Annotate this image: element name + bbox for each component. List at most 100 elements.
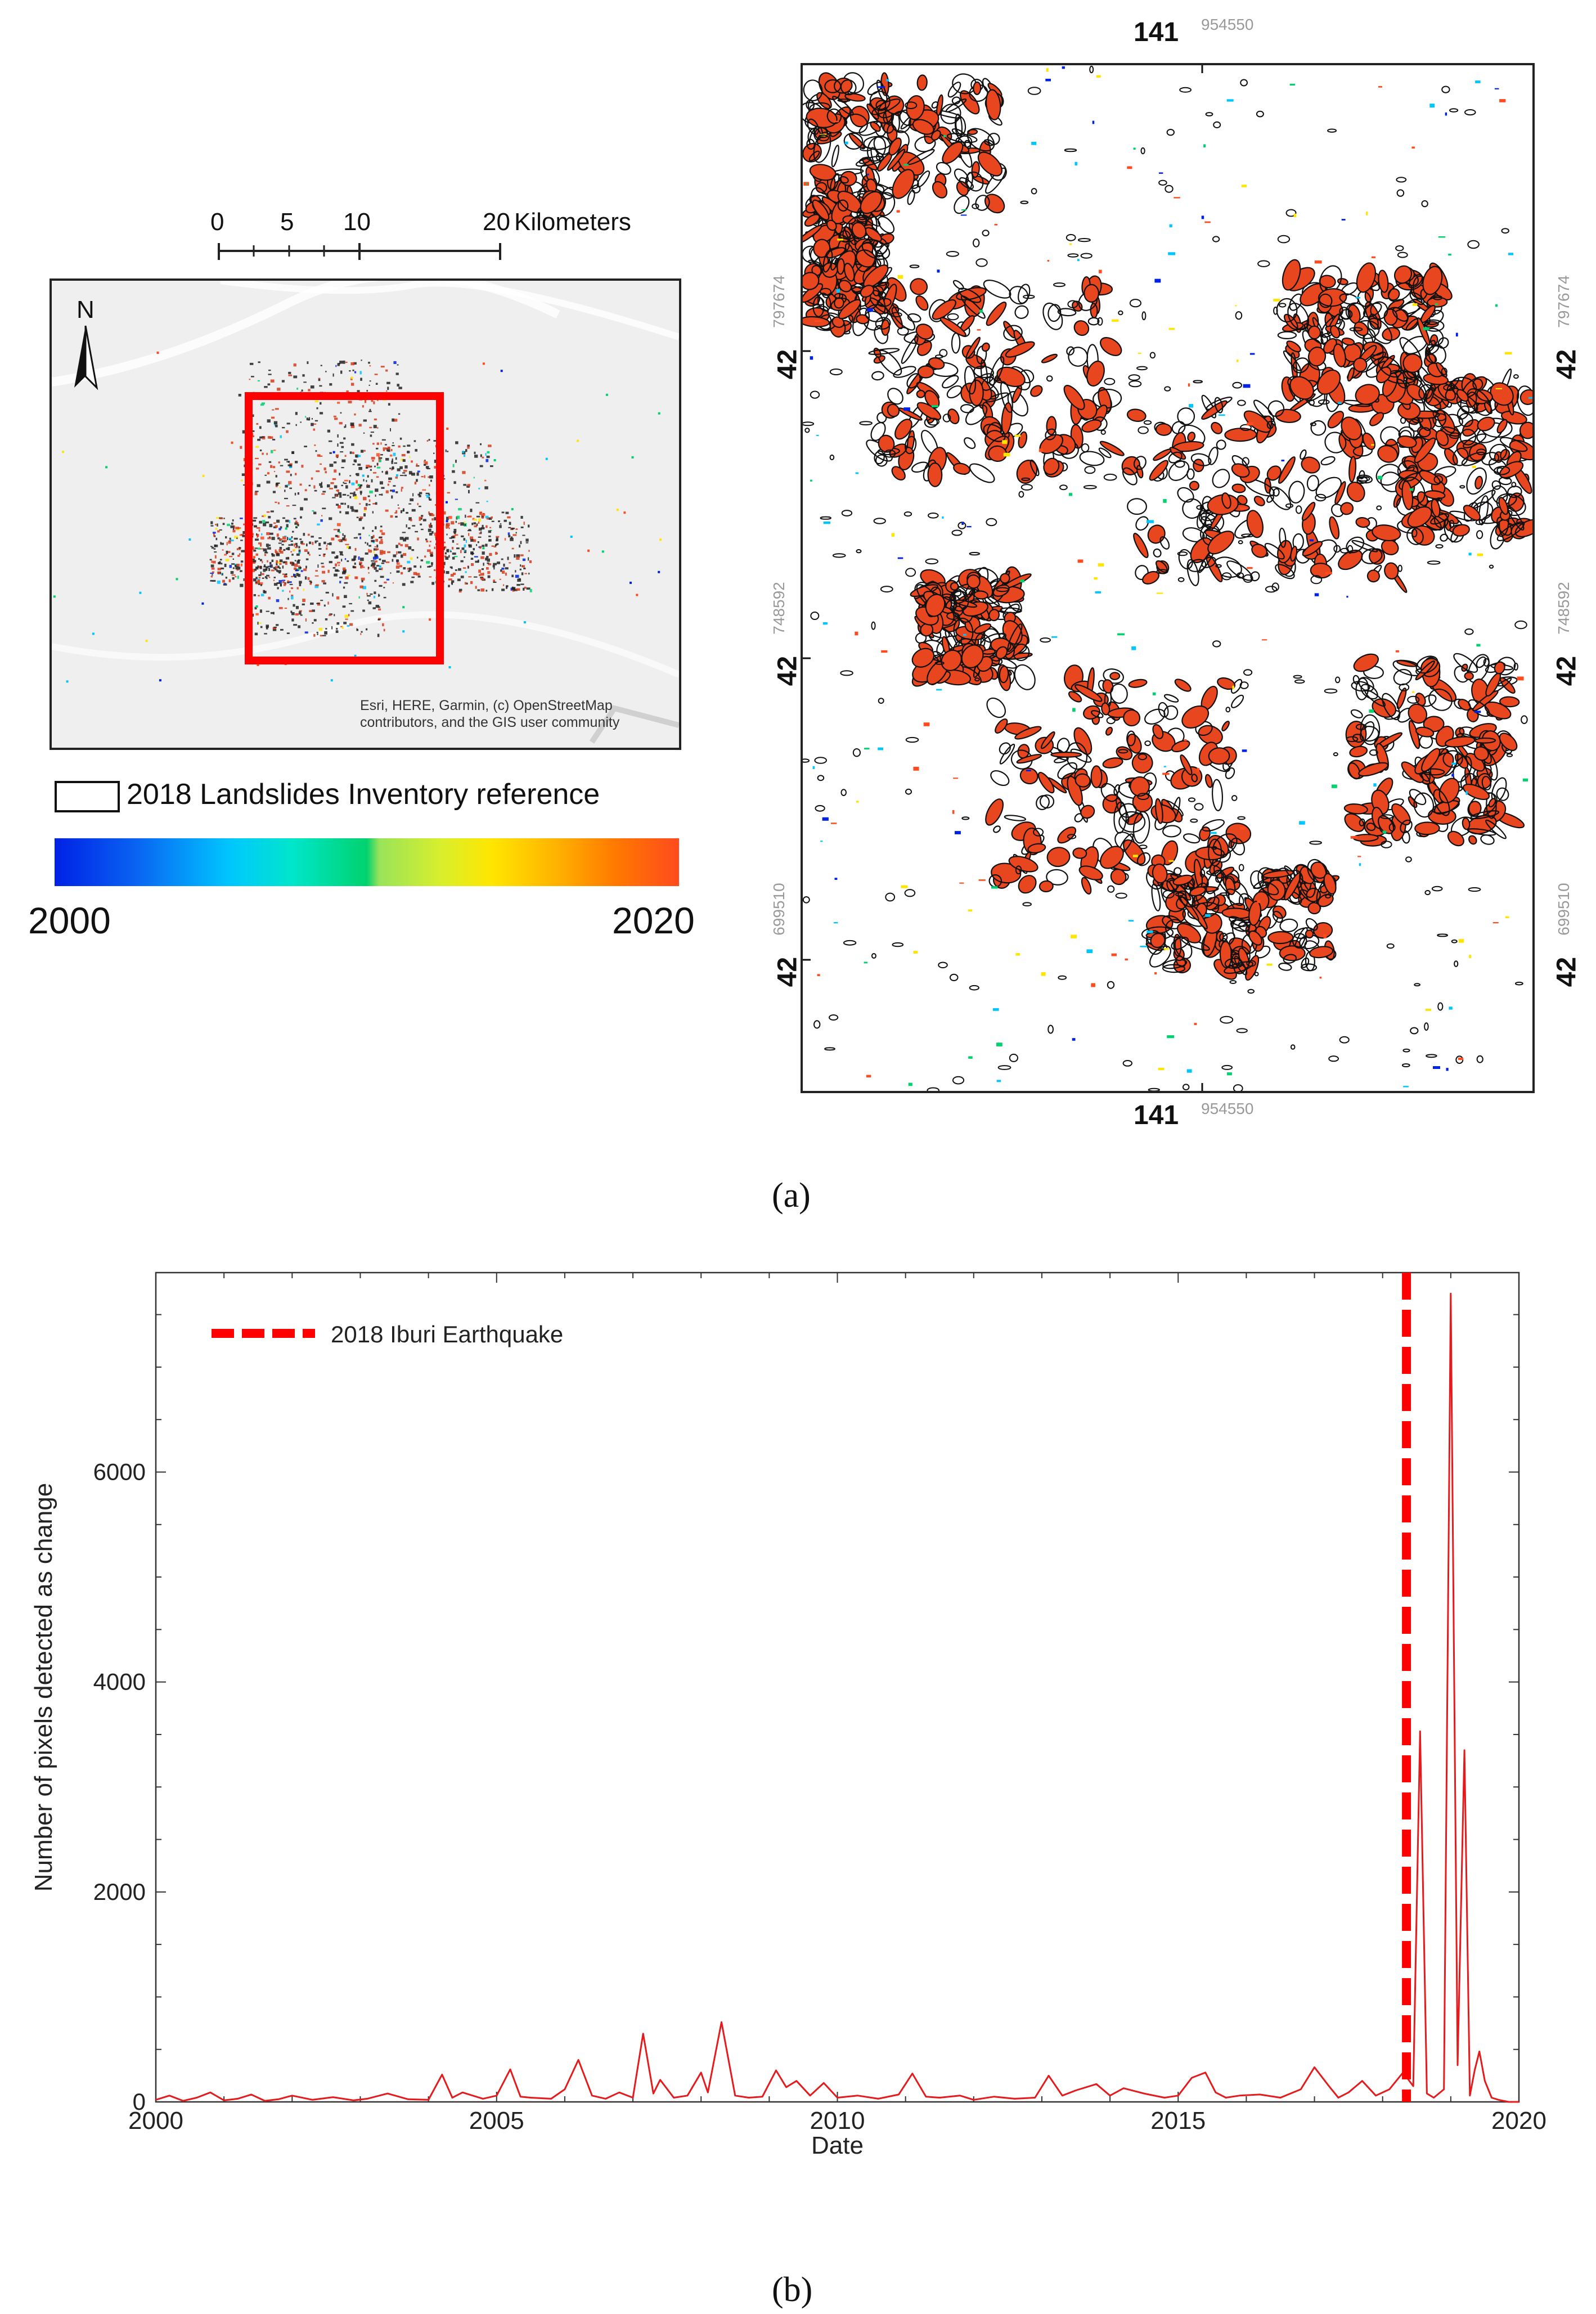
landslide-polygon bbox=[868, 348, 900, 355]
landslide-mark bbox=[294, 522, 299, 525]
lat-right-3: 42 bbox=[1552, 956, 1582, 987]
landslide-polygon bbox=[1182, 527, 1205, 542]
landslide-polygon bbox=[1191, 774, 1198, 783]
landslide-polygon bbox=[986, 518, 997, 527]
landslide-polygon bbox=[1266, 421, 1274, 429]
landslide-mark bbox=[523, 522, 525, 525]
landslide-polygon bbox=[1080, 253, 1093, 259]
landslide-mark bbox=[308, 554, 311, 556]
landslide-mark bbox=[318, 548, 322, 550]
landslide-mark bbox=[371, 562, 376, 566]
change-pixel-patch bbox=[1314, 593, 1319, 596]
landslide-polygon bbox=[1449, 108, 1459, 113]
landslide-polygon bbox=[1278, 456, 1296, 484]
landslide-mark bbox=[269, 436, 273, 439]
landslide-polygon bbox=[951, 529, 963, 536]
landslide-mark bbox=[479, 532, 481, 534]
landslide-mark bbox=[283, 584, 286, 586]
landslide-mark bbox=[299, 581, 302, 584]
landslide-mark bbox=[308, 484, 311, 487]
landslide-polygon bbox=[870, 422, 886, 441]
landslide-polygon bbox=[951, 96, 961, 105]
landslide-mark bbox=[372, 530, 374, 532]
landslide-mark bbox=[452, 470, 455, 473]
landslide-mark bbox=[429, 498, 432, 501]
landslide-mark bbox=[255, 468, 259, 470]
landslide-mark bbox=[431, 531, 434, 534]
landslide-polygon bbox=[1278, 963, 1292, 971]
landslide-mark bbox=[290, 474, 292, 477]
landslide-polygon bbox=[1327, 411, 1345, 429]
landslide-mark bbox=[382, 623, 384, 627]
landslide-mark bbox=[520, 541, 522, 545]
change-pixel-patch bbox=[960, 214, 967, 216]
change-pixel-patch bbox=[1355, 296, 1360, 299]
landslide-mark bbox=[337, 402, 340, 404]
landslide-polygon bbox=[1152, 724, 1164, 739]
landslide-polygon bbox=[1064, 148, 1077, 152]
landslide-mark bbox=[367, 542, 368, 546]
landslide-mark bbox=[288, 544, 291, 546]
lat-left-2: 42 bbox=[772, 655, 803, 686]
landslide-mark bbox=[266, 452, 268, 455]
landslide-mark bbox=[295, 546, 298, 549]
landslide-mark bbox=[487, 571, 491, 574]
landslide-mark bbox=[425, 538, 428, 541]
landslide-mark bbox=[330, 679, 333, 682]
change-pixel-patch bbox=[959, 882, 964, 884]
landslide-polygon bbox=[1128, 374, 1140, 381]
landslide-mark bbox=[275, 567, 277, 570]
landslide-polygon bbox=[1230, 946, 1251, 967]
lat-left-1: 42 bbox=[772, 349, 803, 380]
change-pixel-patch bbox=[1069, 243, 1072, 245]
landslide-polygon bbox=[1340, 547, 1350, 554]
landslide-polygon bbox=[950, 582, 959, 591]
landslide-mark bbox=[354, 562, 356, 565]
landslide-mark bbox=[257, 663, 259, 666]
landslide-mark bbox=[373, 551, 375, 554]
landslide-mark bbox=[188, 538, 191, 541]
landslide-polygon bbox=[1484, 701, 1512, 720]
landslide-mark bbox=[465, 514, 466, 518]
landslide-mark bbox=[374, 418, 377, 421]
landslide-mark bbox=[446, 549, 449, 552]
landslide-polygon bbox=[1309, 946, 1334, 959]
landslide-mark bbox=[273, 450, 276, 451]
landslide-mark bbox=[474, 525, 478, 528]
landslide-polygon bbox=[1237, 399, 1246, 406]
landslide-polygon bbox=[1107, 885, 1115, 893]
change-pixel-patch bbox=[1371, 256, 1375, 258]
landslide-polygon bbox=[1366, 569, 1380, 583]
landslide-polygon bbox=[1468, 654, 1490, 683]
landslide-polygon bbox=[855, 241, 877, 272]
landslide-mark bbox=[422, 519, 426, 522]
lat-right-1: 42 bbox=[1552, 349, 1582, 380]
landslide-mark bbox=[275, 408, 279, 410]
landslide-mark bbox=[485, 590, 488, 592]
change-pixel-patch bbox=[1189, 404, 1194, 408]
landslide-mark bbox=[448, 578, 452, 581]
landslide-mark bbox=[318, 554, 321, 556]
scale-tick-10: 10 bbox=[343, 208, 371, 236]
landslide-polygon bbox=[1421, 748, 1441, 772]
landslide-polygon bbox=[1349, 745, 1368, 758]
landslide-mark bbox=[503, 563, 505, 567]
landslide-mark bbox=[390, 469, 393, 470]
landslide-polygon bbox=[1159, 536, 1170, 550]
landslide-polygon bbox=[1353, 357, 1368, 372]
landslide-mark bbox=[304, 498, 308, 501]
landslide-polygon bbox=[941, 649, 963, 671]
landslide-mark bbox=[362, 567, 365, 568]
landslide-mark bbox=[297, 492, 299, 495]
landslide-mark bbox=[451, 580, 455, 583]
landslide-polygon bbox=[1305, 929, 1314, 938]
landslide-mark bbox=[511, 536, 513, 539]
landslide-polygon bbox=[1183, 833, 1201, 844]
landslide-mark bbox=[495, 543, 498, 546]
landslide-mark bbox=[62, 451, 64, 453]
landslide-mark bbox=[380, 538, 383, 541]
landslide-mark bbox=[276, 533, 279, 537]
landslide-mark bbox=[376, 447, 379, 450]
landslide-mark bbox=[359, 491, 362, 494]
landslide-polygon bbox=[1382, 372, 1398, 397]
